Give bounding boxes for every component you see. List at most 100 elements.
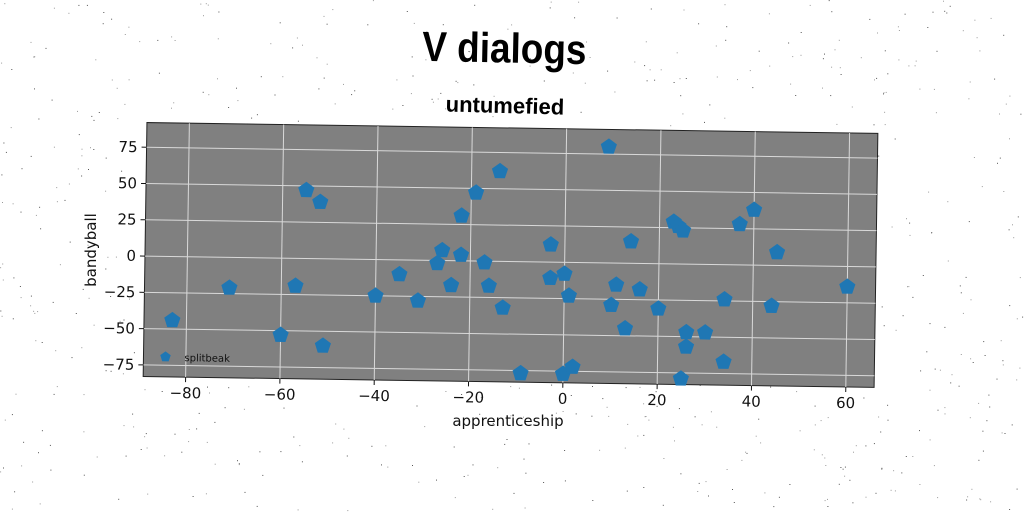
- noise-speck: [239, 463, 240, 464]
- noise-speck: [997, 379, 998, 380]
- noise-speck: [827, 506, 828, 507]
- noise-speck: [979, 498, 980, 499]
- noise-speck: [244, 409, 245, 410]
- noise-speck: [724, 118, 725, 119]
- noise-speck: [141, 449, 142, 450]
- noise-speck: [280, 451, 281, 452]
- noise-speck: [468, 475, 469, 476]
- noise-speck: [874, 79, 875, 80]
- noise-speck: [259, 451, 260, 452]
- noise-speck: [1001, 340, 1002, 341]
- noise-speck: [124, 104, 125, 105]
- noise-speck: [625, 448, 626, 449]
- noise-speck: [34, 313, 35, 314]
- noise-speck: [663, 458, 664, 459]
- noise-speck: [13, 277, 14, 278]
- noise-speck: [387, 467, 388, 468]
- noise-speck: [21, 465, 22, 466]
- noise-speck: [91, 116, 92, 117]
- noise-speck: [504, 444, 505, 445]
- noise-speck: [822, 454, 823, 455]
- noise-speck: [81, 347, 82, 348]
- noise-speck: [643, 403, 644, 404]
- noise-speck: [989, 407, 990, 408]
- noise-speck: [880, 432, 881, 433]
- x-tick-label: 40: [742, 392, 761, 410]
- noise-speck: [147, 448, 148, 449]
- noise-speck: [886, 92, 887, 93]
- noise-speck: [680, 78, 681, 79]
- noise-speck: [417, 406, 418, 407]
- noise-speck: [81, 155, 82, 156]
- noise-speck: [903, 315, 904, 316]
- noise-speck: [82, 149, 83, 150]
- noise-speck: [647, 80, 648, 81]
- noise-speck: [674, 440, 675, 441]
- noise-speck: [335, 103, 336, 104]
- noise-speck: [473, 464, 474, 465]
- noise-speck: [31, 156, 32, 157]
- noise-speck: [591, 416, 592, 417]
- noise-speck: [936, 112, 937, 113]
- noise-speck: [181, 452, 182, 453]
- noise-speck: [895, 139, 896, 140]
- noise-speck: [164, 455, 165, 456]
- y-axis-label: bandyball: [82, 213, 100, 287]
- noise-speck: [698, 23, 699, 24]
- noise-speck: [908, 65, 909, 66]
- noise-speck: [684, 10, 685, 11]
- noise-speck: [298, 509, 299, 510]
- noise-speck: [497, 467, 498, 468]
- noise-speck: [173, 102, 174, 103]
- noise-speck: [912, 297, 913, 298]
- noise-speck: [770, 387, 771, 388]
- noise-speck: [1002, 360, 1003, 361]
- noise-speck: [801, 32, 802, 33]
- noise-speck: [203, 92, 204, 93]
- noise-speck: [196, 428, 197, 429]
- noise-speck: [876, 78, 877, 79]
- noise-speck: [852, 107, 853, 108]
- noise-speck: [741, 460, 742, 461]
- noise-speck: [699, 483, 700, 484]
- noise-speck: [682, 113, 683, 114]
- noise-speck: [54, 8, 55, 9]
- y-axis-ticks: −75−50−250255075: [103, 138, 147, 374]
- noise-speck: [348, 438, 349, 439]
- noise-speck: [34, 56, 35, 57]
- noise-speck: [892, 227, 893, 228]
- noise-speck: [297, 38, 298, 39]
- noise-speck: [228, 387, 229, 388]
- noise-speck: [827, 499, 828, 500]
- noise-speck: [270, 43, 271, 44]
- noise-speck: [2, 264, 3, 265]
- noise-speck: [704, 122, 705, 123]
- noise-speck: [50, 445, 51, 446]
- noise-speck: [1, 63, 2, 64]
- noise-speck: [21, 297, 22, 298]
- noise-speck: [940, 370, 941, 371]
- noise-speck: [845, 467, 846, 468]
- noise-speck: [983, 451, 984, 452]
- noise-speck: [72, 357, 73, 358]
- noise-speck: [906, 218, 907, 219]
- noise-speck: [919, 484, 920, 485]
- noise-speck: [835, 49, 836, 50]
- noise-speck: [60, 264, 61, 265]
- noise-speck: [895, 490, 896, 491]
- noise-speck: [1018, 216, 1019, 217]
- noise-speck: [0, 471, 1, 472]
- noise-speck: [906, 456, 907, 457]
- noise-speck: [769, 13, 770, 14]
- noise-speck: [966, 277, 967, 278]
- noise-speck: [769, 66, 770, 67]
- noise-speck: [852, 502, 853, 503]
- noise-speck: [251, 118, 252, 119]
- noise-speck: [825, 465, 826, 466]
- noise-speck: [571, 395, 572, 396]
- noise-speck: [1017, 318, 1018, 319]
- x-tick-label: 60: [836, 394, 855, 412]
- noise-speck: [83, 431, 84, 432]
- noise-speck: [139, 41, 140, 42]
- noise-speck: [970, 82, 971, 83]
